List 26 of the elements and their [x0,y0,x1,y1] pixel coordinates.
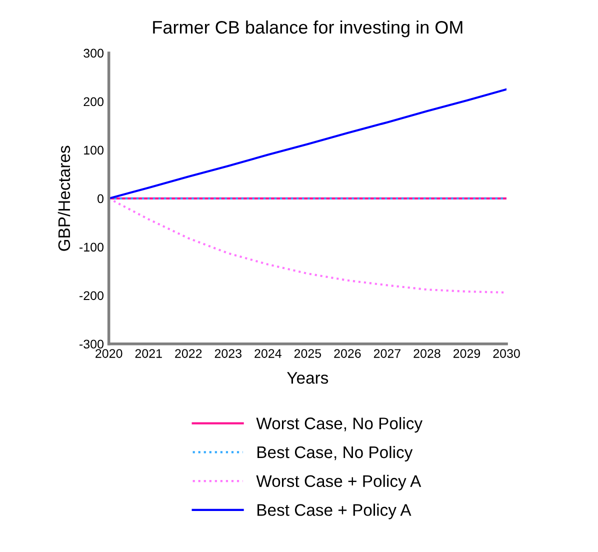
y-tick-label: 300 [84,48,104,58]
x-tick-label: 2022 [175,349,202,358]
x-tick-label: 2020 [96,349,122,358]
y-tick-label: -200 [80,291,104,300]
y-tick-label: 0 [98,194,104,204]
chart-title: Farmer CB balance for investing in OM [153,20,462,38]
x-tick-label: 2025 [294,349,322,358]
x-tick-label: 2030 [493,349,520,358]
y-tick-label: 100 [84,146,104,155]
y-axis-title: GBP/Hectares [58,146,70,251]
x-tick-label: 2021 [135,349,162,358]
x-tick-label: 2023 [214,349,242,358]
legend-label: Best Case + Policy A [258,504,412,520]
x-axis-title: Years [287,372,328,384]
legend-label: Worst Case + Policy A [256,474,422,490]
x-tick-label: 2028 [414,349,440,358]
x-tick-label: 2027 [374,349,400,358]
y-tick-label: -300 [80,340,104,349]
legend-label: Best Case, No Policy [258,446,413,462]
x-tick-label: 2026 [334,349,361,358]
legend-label: Worst Case, No Policy [256,417,423,433]
y-tick-label: 200 [84,97,104,106]
x-tick-label: 2029 [453,349,480,358]
x-tick-label: 2024 [254,349,282,358]
y-tick-label: -100 [80,242,104,252]
line-series [108,88,507,200]
